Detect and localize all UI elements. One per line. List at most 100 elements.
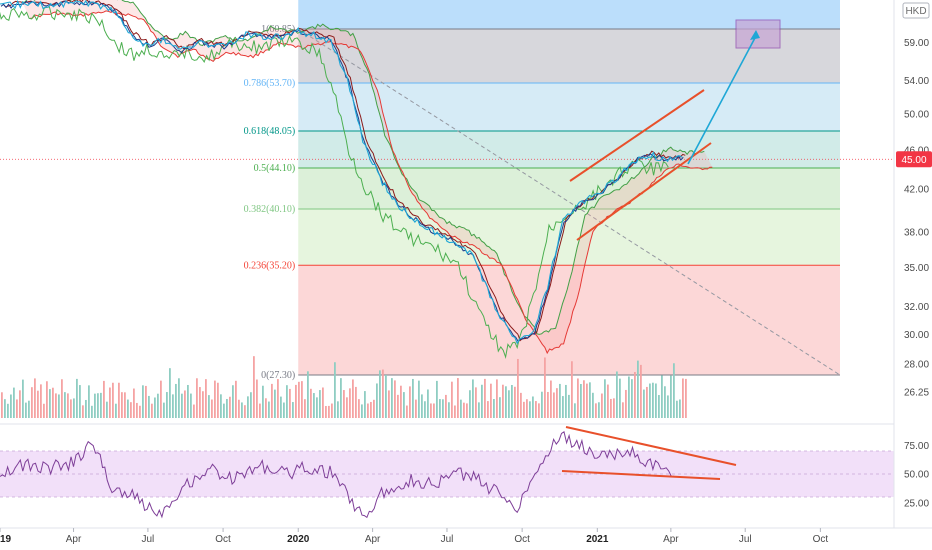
volume-bar bbox=[253, 356, 255, 418]
volume-bar bbox=[256, 379, 258, 418]
volume-bar bbox=[25, 402, 27, 418]
volume-bar bbox=[202, 391, 204, 418]
volume-bar bbox=[424, 401, 426, 418]
volume-bar bbox=[328, 405, 330, 418]
volume-bar bbox=[316, 397, 318, 418]
volume-bar bbox=[1, 392, 3, 418]
volume-bar bbox=[94, 393, 96, 418]
volume-bar bbox=[454, 405, 456, 418]
volume-bar bbox=[667, 395, 669, 418]
volume-bar bbox=[133, 388, 135, 418]
volume-bar bbox=[37, 390, 39, 418]
volume-bar bbox=[196, 378, 198, 418]
price-tick-label: 42.00 bbox=[904, 185, 929, 196]
volume-bar bbox=[73, 398, 75, 418]
volume-bar bbox=[115, 403, 117, 418]
volume-bar bbox=[112, 382, 114, 418]
volume-bar bbox=[79, 385, 81, 418]
volume-bar bbox=[13, 387, 15, 418]
volume-bar bbox=[598, 402, 600, 418]
volume-bar bbox=[43, 403, 45, 418]
volume-bar bbox=[676, 400, 678, 418]
volume-bar bbox=[637, 360, 639, 418]
volume-bar bbox=[493, 399, 495, 418]
rsi-line bbox=[0, 430, 675, 519]
volume-bar bbox=[151, 403, 153, 418]
time-tick-label: 2020 bbox=[287, 534, 310, 545]
volume-bar bbox=[88, 385, 90, 418]
currency-badge[interactable] bbox=[902, 2, 930, 19]
volume-bar bbox=[559, 383, 561, 418]
volume-bar bbox=[427, 389, 429, 418]
volume-bar bbox=[283, 402, 285, 418]
volume-bar bbox=[502, 384, 504, 418]
fib-level-label: 0.382(40.10) bbox=[244, 204, 296, 215]
volume-bar bbox=[529, 401, 531, 418]
volume-bar bbox=[145, 385, 147, 418]
volume-bar bbox=[406, 405, 408, 418]
volume-bar bbox=[127, 399, 129, 418]
volume-bar bbox=[178, 378, 180, 418]
volume-bar bbox=[199, 387, 201, 418]
volume-bar bbox=[469, 390, 471, 418]
volume-bar bbox=[160, 380, 162, 418]
volume-bar bbox=[370, 401, 372, 418]
volume-bar bbox=[106, 401, 108, 418]
volume-bar bbox=[442, 399, 444, 418]
fib-level-label: 0.786(53.70) bbox=[244, 78, 296, 89]
volume-bar bbox=[289, 388, 291, 418]
volume-bar bbox=[337, 401, 339, 418]
volume-bar bbox=[100, 392, 102, 418]
volume-bar bbox=[592, 392, 594, 418]
volume-bar bbox=[403, 392, 405, 418]
time-tick-label: Apr bbox=[663, 534, 679, 545]
volume-bar bbox=[475, 387, 477, 418]
volume-bar bbox=[319, 390, 321, 418]
volume-bar bbox=[361, 404, 363, 418]
volume-bar bbox=[661, 375, 663, 418]
volume-bar bbox=[175, 383, 177, 418]
price-series-layer bbox=[0, 0, 713, 360]
volume-bar bbox=[649, 383, 651, 418]
volume-bar bbox=[580, 383, 582, 418]
volume-bar bbox=[358, 399, 360, 418]
volume-bar bbox=[76, 378, 78, 418]
volume-bar bbox=[412, 378, 414, 418]
volume-bar bbox=[7, 403, 9, 418]
fib-level-label: 0.5(44.10) bbox=[254, 163, 296, 174]
volume-bar bbox=[211, 399, 213, 418]
lagging-span-line bbox=[0, 6, 669, 360]
volume-bar bbox=[241, 402, 243, 418]
volume-bar bbox=[436, 380, 438, 418]
rsi-tick-label: 25.00 bbox=[904, 498, 929, 509]
volume-bar bbox=[568, 394, 570, 418]
volume-bar bbox=[625, 389, 627, 418]
volume-bar bbox=[295, 384, 297, 418]
volume-bar bbox=[172, 394, 174, 418]
volume-bar bbox=[544, 357, 546, 418]
volume-bar bbox=[670, 375, 672, 418]
volume-bar bbox=[268, 401, 270, 418]
volume-bar bbox=[166, 392, 168, 418]
volume-bar bbox=[214, 380, 216, 418]
volume-bar bbox=[55, 393, 57, 418]
price-tick-label: 26.25 bbox=[904, 387, 929, 398]
price-tick-label: 38.00 bbox=[904, 228, 929, 239]
currency-label[interactable]: HKD bbox=[905, 6, 926, 17]
volume-bar bbox=[250, 392, 252, 418]
volume-bar bbox=[385, 374, 387, 418]
volume-bar bbox=[526, 399, 528, 418]
time-tick-label: Oct bbox=[514, 534, 530, 545]
volume-bar bbox=[325, 405, 327, 418]
volume-bar bbox=[244, 405, 246, 418]
volume-bar bbox=[382, 369, 384, 418]
volume-bar bbox=[313, 393, 315, 418]
volume-bar bbox=[229, 396, 231, 418]
fib-zone bbox=[298, 130, 840, 168]
volume-bar bbox=[595, 403, 597, 418]
volume-bar bbox=[565, 384, 567, 418]
rsi-wedge-lower-line bbox=[561, 470, 721, 480]
volume-bar bbox=[31, 387, 33, 418]
volume-bar bbox=[523, 401, 525, 418]
volume-bar bbox=[511, 384, 513, 418]
